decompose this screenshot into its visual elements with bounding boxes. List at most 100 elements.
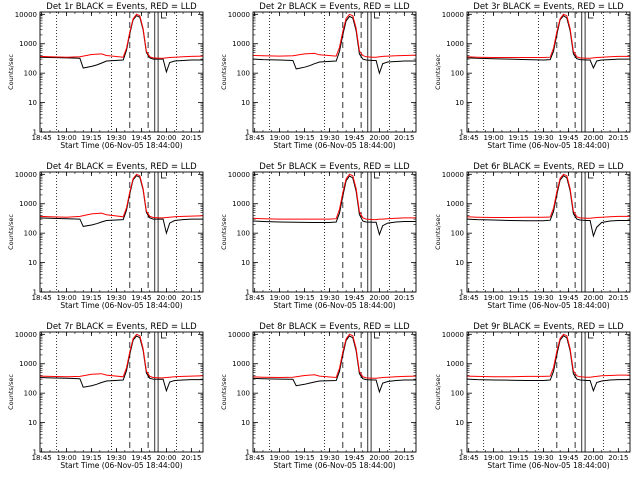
x-tick-label: 19:45: [344, 454, 364, 462]
y-tick-label: 1: [33, 289, 37, 297]
x-tick-label: 20:00: [156, 454, 176, 462]
x-tick-label: 18:45: [245, 134, 265, 142]
interval-bracket: [374, 172, 380, 179]
y-axis-label: Counts/sec: [7, 214, 15, 250]
x-tick-label: 19:15: [81, 134, 101, 142]
x-tick-label: 19:15: [294, 134, 314, 142]
panel-title: Det 8r BLACK = Events, RED = LLD: [259, 322, 410, 332]
plot-frame: [39, 331, 204, 453]
series-line-events: [253, 335, 416, 394]
interval-bracket: [374, 12, 380, 19]
y-tick-label: 1000: [19, 40, 37, 48]
interval-bracket: [161, 332, 167, 339]
y-tick-label: 10: [28, 99, 37, 107]
panel-title: Det 9r BLACK = Events, RED = LLD: [473, 322, 624, 332]
x-tick-label: 19:15: [294, 294, 314, 302]
x-tick-label: 19:30: [319, 454, 339, 462]
y-tick-label: 1000: [446, 200, 464, 208]
series-line-events: [467, 335, 630, 393]
x-tick-label: 20:00: [156, 294, 176, 302]
x-tick-label: 19:00: [484, 454, 504, 462]
y-tick-label: 1: [33, 449, 37, 457]
y-tick-label: 1: [246, 129, 250, 137]
x-tick-label: 19:00: [270, 454, 290, 462]
x-axis-label: Start Time (06-Nov-05 18:44:00): [60, 141, 182, 150]
y-tick-label: 10000: [15, 331, 37, 339]
y-axis-label: Counts/sec: [7, 374, 15, 410]
interval-bracket: [588, 12, 594, 19]
y-tick-label: 100: [451, 230, 464, 238]
y-tick-label: 100: [24, 230, 37, 238]
y-axis-label: Counts/sec: [434, 374, 442, 410]
x-tick-label: 20:00: [583, 454, 603, 462]
x-tick-label: 18:45: [245, 294, 265, 302]
x-tick-label: 18:45: [459, 454, 479, 462]
x-tick-label: 20:00: [369, 454, 389, 462]
x-tick-label: 19:45: [344, 294, 364, 302]
y-tick-label: 100: [24, 70, 37, 78]
plot-frame: [466, 171, 631, 293]
x-tick-label: 20:15: [608, 294, 628, 302]
x-tick-label: 19:15: [81, 294, 101, 302]
series-line-lld: [467, 173, 630, 219]
y-tick-label: 10: [455, 259, 464, 267]
series-line-lld: [253, 173, 416, 221]
y-tick-label: 1000: [232, 200, 250, 208]
y-axis-label: Counts/sec: [7, 54, 15, 90]
series-line-lld: [40, 173, 203, 219]
x-tick-label: 20:15: [181, 454, 201, 462]
interval-bracket: [161, 172, 167, 179]
x-tick-label: 20:15: [394, 454, 414, 462]
x-tick-label: 19:00: [57, 454, 77, 462]
x-axis-label: Start Time (06-Nov-05 18:44:00): [487, 301, 609, 310]
interval-bracket: [374, 332, 380, 339]
y-tick-label: 10: [241, 99, 250, 107]
panel-title: Det 4r BLACK = Events, RED = LLD: [46, 162, 197, 172]
x-tick-label: 19:45: [558, 454, 578, 462]
series-line-events: [467, 175, 630, 238]
panel-1: Det 1r BLACK = Events, RED = LLD Counts/s…: [7, 2, 204, 150]
interval-bracket: [588, 332, 594, 339]
x-axis-label: Start Time (06-Nov-05 18:44:00): [487, 141, 609, 150]
plot-frame: [39, 171, 204, 293]
x-tick-label: 19:15: [294, 454, 314, 462]
series-line-events: [40, 175, 203, 236]
x-tick-label: 19:30: [319, 294, 339, 302]
plot-frame: [252, 331, 417, 453]
panel-2: Det 2r BLACK = Events, RED = LLD Counts/s…: [220, 2, 417, 150]
y-tick-label: 10: [455, 99, 464, 107]
x-tick-label: 20:00: [583, 134, 603, 142]
y-axis-label: Counts/sec: [220, 214, 228, 250]
y-tick-label: 1: [246, 449, 250, 457]
series-line-lld: [40, 13, 203, 59]
series-line-lld: [40, 333, 203, 379]
x-axis-label: Start Time (06-Nov-05 18:44:00): [60, 301, 182, 310]
y-tick-label: 10000: [228, 171, 250, 179]
series-line-events: [253, 15, 416, 75]
x-tick-label: 19:15: [508, 294, 528, 302]
y-axis-label: Counts/sec: [220, 374, 228, 410]
plot-frame: [252, 11, 417, 133]
x-tick-label: 20:00: [156, 134, 176, 142]
y-tick-label: 1000: [446, 40, 464, 48]
series-line-lld: [253, 13, 416, 58]
y-tick-label: 10000: [228, 331, 250, 339]
y-tick-label: 1: [460, 129, 464, 137]
x-tick-label: 19:45: [558, 134, 578, 142]
y-tick-label: 10: [28, 259, 37, 267]
panel-3: Det 3r BLACK = Events, RED = LLD Counts/s…: [434, 2, 631, 150]
x-tick-label: 19:30: [319, 134, 339, 142]
panel-7: Det 7r BLACK = Events, RED = LLD Counts/s…: [7, 322, 204, 470]
x-tick-label: 18:45: [459, 294, 479, 302]
x-tick-label: 18:45: [459, 134, 479, 142]
y-tick-label: 1000: [232, 40, 250, 48]
x-tick-label: 19:45: [131, 294, 151, 302]
y-tick-label: 10000: [228, 11, 250, 19]
x-axis-label: Start Time (06-Nov-05 18:44:00): [273, 461, 395, 470]
y-tick-label: 1: [460, 289, 464, 297]
x-tick-label: 19:15: [81, 454, 101, 462]
panel-8: Det 8r BLACK = Events, RED = LLD Counts/s…: [220, 322, 417, 470]
x-tick-label: 19:45: [344, 134, 364, 142]
y-tick-label: 1: [33, 129, 37, 137]
x-tick-label: 19:00: [57, 294, 77, 302]
